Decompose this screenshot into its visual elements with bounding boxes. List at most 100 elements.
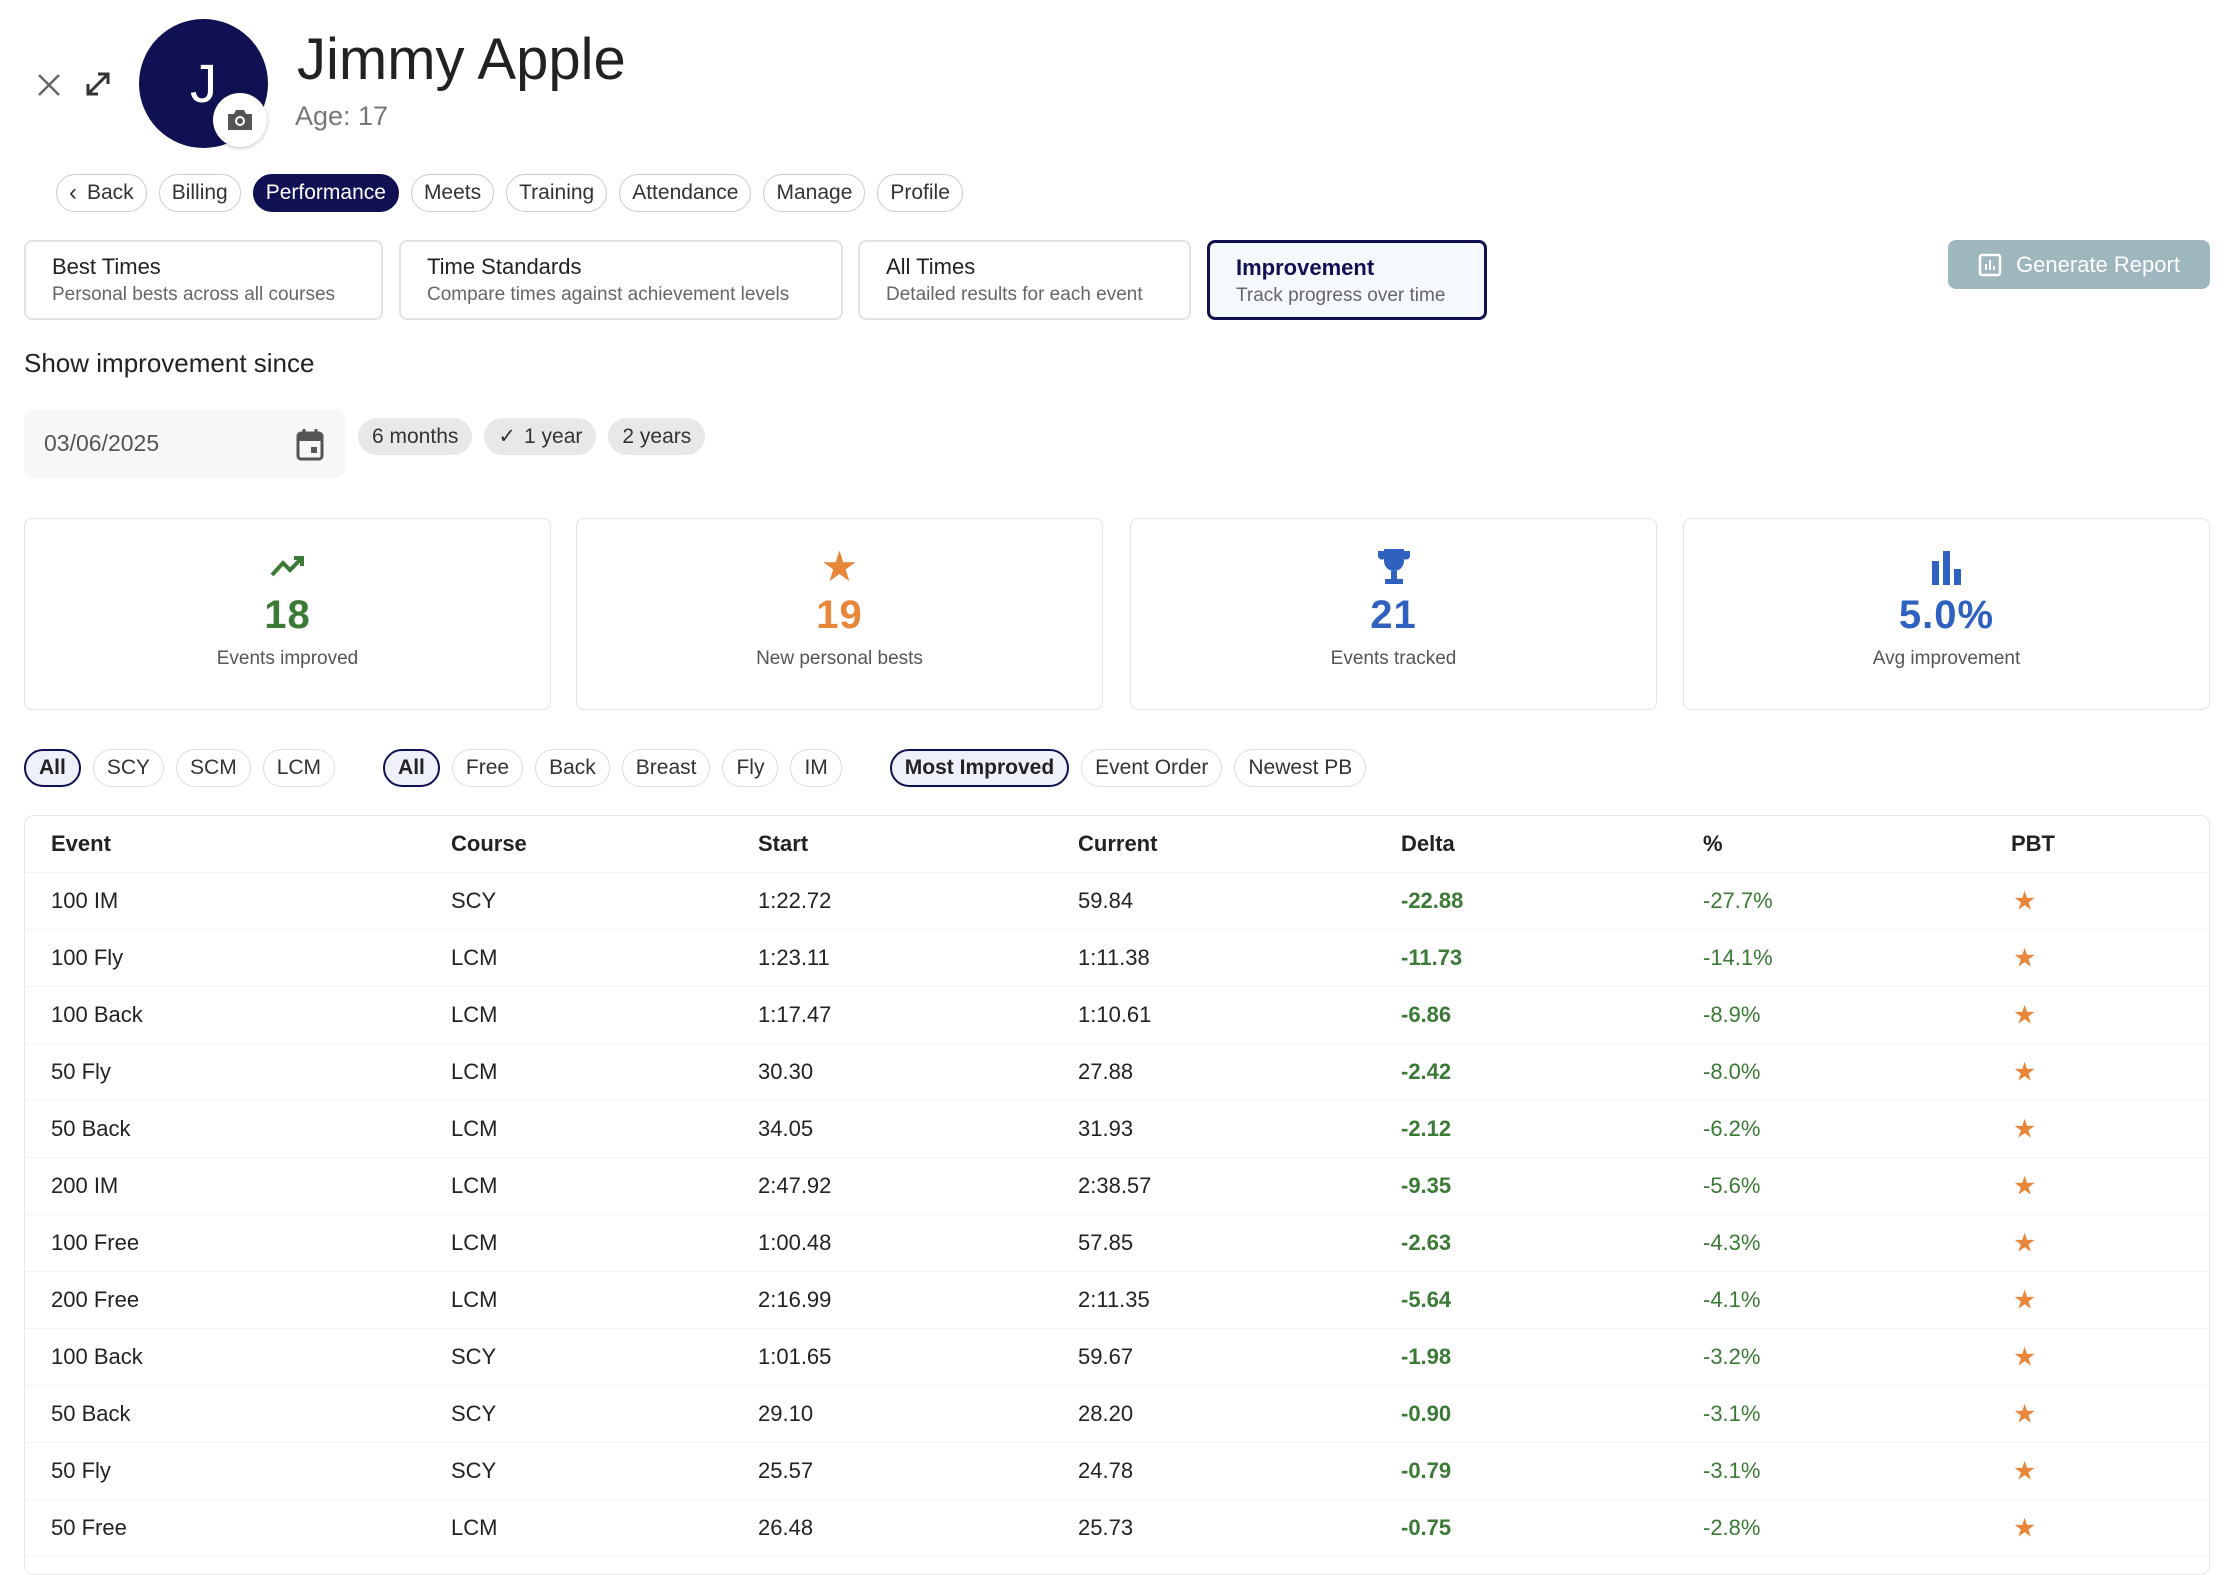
since-date-input[interactable]: 03/06/2025 [24,409,345,478]
table-row[interactable]: 50 Back SCY 29.10 28.20 -0.90 -3.1% ★ [25,1386,2209,1443]
cell-percent: -5.6% [1703,1173,1761,1198]
view-all-times[interactable]: All Times Detailed results for each event [858,240,1191,320]
course-lcm[interactable]: LCM [262,749,336,787]
change-photo-button[interactable] [213,93,267,147]
cell-start: 1:01.65 [758,1344,832,1369]
cell-event: 100 Free [51,1230,140,1255]
cell-start: 1:00.48 [758,1230,832,1255]
calendar-icon[interactable] [295,427,325,461]
view-time-standards[interactable]: Time Standards Compare times against achi… [399,240,843,320]
stroke-back[interactable]: Back [535,749,610,787]
nav-back[interactable]: ‹ Back [56,174,147,212]
table-row[interactable]: 100 Back LCM 1:17.47 1:10.61 -6.86 -8.9% ★ [25,987,2209,1044]
cell-delta: -6.86 [1401,1002,1452,1027]
col-current[interactable]: Current [1078,831,1158,856]
stat-label: Events tracked [1330,648,1457,669]
table-row[interactable]: 100 Free LCM 1:00.48 57.85 -2.63 -4.3% ★ [25,1215,2209,1272]
nav-meets[interactable]: Meets [410,174,495,212]
nav-training[interactable]: Training [506,174,608,212]
date-value: 03/06/2025 [44,430,160,456]
stat-avg-improvement: 5.0% Avg improvement [1683,518,2210,710]
table-row[interactable]: 100 Fly LCM 1:23.11 1:11.38 -11.73 -14.1% ★ [25,930,2209,987]
table-row[interactable]: 100 IM SCY 1:22.72 59.84 -22.88 -27.7% ★ [25,873,2209,930]
table-row[interactable]: 50 Back LCM 34.05 31.93 -2.12 -6.2% ★ [25,1101,2209,1158]
bar-chart-icon [1931,551,1961,585]
view-subtitle: Track progress over time [1236,285,1446,306]
view-subtitle: Personal bests across all courses [52,284,336,305]
cell-percent: -4.1% [1703,1287,1761,1312]
nav-billing[interactable]: Billing [158,174,241,212]
table-row[interactable]: 200 Free LCM 2:16.99 2:11.35 -5.64 -4.1% ★ [25,1272,2209,1329]
close-icon[interactable] [36,72,62,98]
stat-value: 18 [264,593,311,637]
expand-icon[interactable] [84,70,112,98]
col-pbt[interactable]: PBT [2011,831,2055,856]
chip-label: 1 year [524,424,583,448]
star-icon: ★ [2013,1455,2037,1486]
table-row[interactable]: 200 IM LCM 2:47.92 2:38.57 -9.35 -5.6% ★ [25,1158,2209,1215]
course-all[interactable]: All [24,749,81,787]
cell-delta: -0.90 [1401,1401,1452,1426]
cell-course: SCY [451,1344,497,1369]
cell-delta: -5.64 [1401,1287,1452,1312]
cell-start: 34.05 [758,1116,814,1141]
stat-label: Avg improvement [1872,648,2021,669]
table-row[interactable]: 50 Fly LCM 30.30 27.88 -2.42 -8.0% ★ [25,1044,2209,1101]
col-start[interactable]: Start [758,831,809,856]
nav-profile[interactable]: Profile [877,174,963,212]
course-scm[interactable]: SCM [176,749,251,787]
col-delta[interactable]: Delta [1401,831,1455,856]
sort-most-improved[interactable]: Most Improved [889,749,1070,787]
range-2-years[interactable]: 2 years [608,418,706,455]
athlete-name: Jimmy Apple [297,27,626,92]
nav-performance[interactable]: Performance [252,174,399,212]
avatar[interactable]: J [139,19,268,148]
cell-delta: -2.12 [1401,1116,1452,1141]
since-label: Show improvement since [24,348,315,378]
nav-attendance[interactable]: Attendance [619,174,752,212]
table-row[interactable]: 50 Fly SCY 25.57 24.78 -0.79 -3.1% ★ [25,1443,2209,1500]
table-row[interactable]: 100 Back SCY 1:01.65 59.67 -1.98 -3.2% ★ [25,1329,2209,1386]
view-improvement[interactable]: Improvement Track progress over time [1207,240,1487,320]
stroke-free[interactable]: Free [451,749,524,787]
stat-events-tracked: 21 Events tracked [1130,518,1657,710]
cell-start: 26.48 [758,1515,814,1540]
cell-current: 59.67 [1078,1344,1134,1369]
cell-percent: -3.1% [1703,1458,1761,1483]
star-icon: ★ [2013,1170,2037,1201]
col-event[interactable]: Event [51,831,111,856]
stroke-all[interactable]: All [383,749,440,787]
cell-current: 2:38.57 [1078,1173,1152,1198]
table-header: Event Course Start Current Delta % PBT [25,816,2209,873]
star-icon: ★ [820,543,859,590]
col-percent[interactable]: % [1703,831,1723,856]
cell-event: 200 IM [51,1173,119,1198]
star-icon: ★ [2013,1512,2037,1543]
cell-percent: -14.1% [1703,945,1773,970]
star-icon: ★ [2013,1056,2037,1087]
cell-percent: -4.3% [1703,1230,1761,1255]
col-course[interactable]: Course [451,831,527,856]
sort-newest-pb[interactable]: Newest PB [1234,749,1367,787]
range-1-year[interactable]: ✓ 1 year [484,418,597,455]
view-best-times[interactable]: Best Times Personal bests across all cour… [24,240,383,320]
stroke-im[interactable]: IM [790,749,842,787]
sort-event-order[interactable]: Event Order [1081,749,1223,787]
stroke-breast[interactable]: Breast [621,749,711,787]
chevron-left-icon: ‹ [69,179,77,206]
star-icon: ★ [2013,1398,2037,1429]
nav-manage[interactable]: Manage [763,174,866,212]
cell-current: 1:10.61 [1078,1002,1152,1027]
stroke-fly[interactable]: Fly [722,749,779,787]
stat-value: 19 [816,593,863,637]
cell-percent: -27.7% [1703,888,1773,913]
course-scy[interactable]: SCY [92,749,165,787]
cell-current: 25.73 [1078,1515,1134,1540]
cell-course: LCM [451,945,498,970]
range-6-months[interactable]: 6 months [358,418,473,455]
cell-course: LCM [451,1173,498,1198]
generate-report-button[interactable]: Generate Report [1948,240,2210,289]
table-row[interactable]: 50 Free LCM 26.48 25.73 -0.75 -2.8% ★ [25,1500,2209,1557]
improvement-table: Event Course Start Current Delta % PBT 1… [24,815,2210,1575]
star-icon: ★ [2013,1113,2037,1144]
